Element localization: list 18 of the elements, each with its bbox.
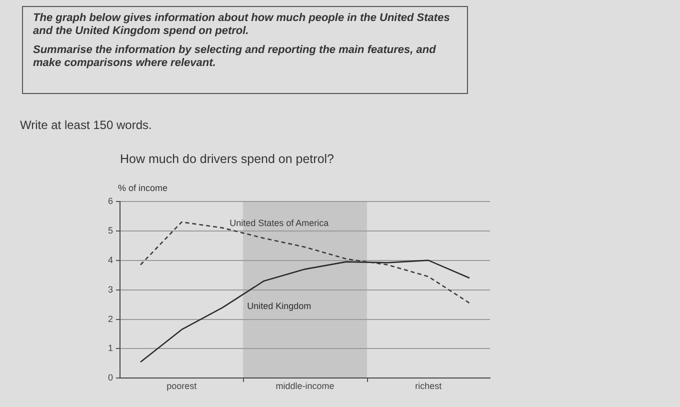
y-tick-label: 6 — [108, 196, 114, 206]
y-tick-label: 5 — [108, 225, 114, 236]
text: The graph below gives information about how much people in the United States and the United Kingdom spend on petrol. — [33, 12, 451, 38]
series-label: United Kingdom — [247, 301, 312, 312]
y-tick-label: 1 — [108, 343, 114, 354]
series-label: United States of America — [230, 218, 329, 228]
y-tick-label: 0 — [108, 372, 114, 383]
line-series — [140, 221, 470, 304]
y-tick-label: 4 — [108, 254, 114, 265]
x-tick-label: richest — [415, 381, 442, 392]
chart-title: How much do drivers spend on petrol? — [120, 152, 334, 166]
x-tick-label: poorest — [166, 381, 198, 392]
x-tick-label: middle-income — [276, 381, 334, 392]
y-tick-label: 2 — [108, 314, 114, 324]
text: Summarise the information by selecting and reporting the main features, and make comparisons where relevant. — [33, 44, 437, 70]
y-axis-title: % of income — [118, 183, 168, 193]
text: Write at least 150 words. — [20, 118, 152, 132]
y-tick-label: 3 — [108, 284, 114, 294]
